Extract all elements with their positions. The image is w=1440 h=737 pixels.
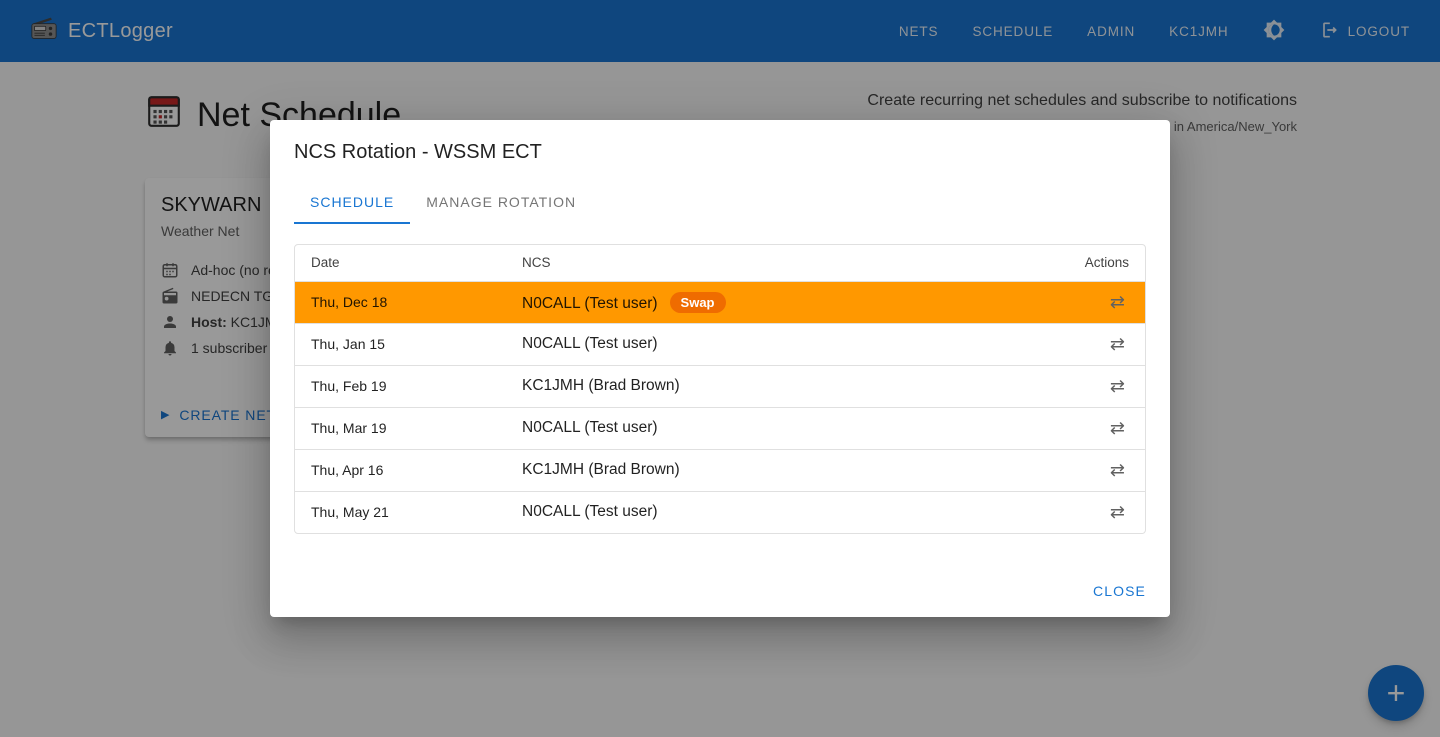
top-navbar: ECTLogger NETS SCHEDULE ADMIN KC1JMH LOGOUT: [0, 0, 1440, 62]
net-detail-row: 1 subscriber: [161, 335, 559, 361]
net-detail-text: 1 subscriber: [191, 340, 268, 356]
rotation-date: Thu, Dec 18: [311, 294, 388, 310]
column-header-actions: Actions: [1057, 245, 1145, 282]
net-detail-text: Ad-hoc (no re: [191, 262, 276, 278]
net-card-title: SKYWARN: [161, 194, 262, 216]
rotation-date: Thu, Feb 19: [295, 364, 521, 407]
rotation-row: Thu, Mar 19 N0CALL (Test user) ⇄: [295, 406, 1145, 449]
create-net-label: CREATE NET: [179, 407, 277, 423]
table-header-row: Date NCS Actions: [295, 245, 1145, 282]
net-detail-text: Host: KC1JM: [191, 314, 277, 330]
net-detail-row: NEDECN TG: [161, 283, 559, 309]
net-detail-row: Host: KC1JM: [161, 309, 559, 335]
rotation-ncs: N0CALL (Test user) Swap: [521, 281, 1057, 323]
rotation-actions: ⇄: [1057, 406, 1145, 449]
create-net-button[interactable]: ▶ CREATE NET: [161, 407, 276, 423]
radio-logo-icon: [30, 15, 58, 47]
net-card-subtitle: Weather Net: [161, 223, 240, 239]
swap-action-button[interactable]: ⇄: [1106, 417, 1129, 439]
column-header-date: Date: [295, 245, 521, 282]
plus-icon: +: [1386, 675, 1406, 711]
brightness-icon: [1263, 19, 1285, 44]
net-detail-row: Ad-hoc (no re: [161, 257, 559, 283]
net-card-details: Ad-hoc (no re NEDECN TG Host: KC1JM 1 subsc…: [161, 257, 559, 361]
rotation-actions: ⇄: [1057, 448, 1145, 491]
rotation-row: Thu, Apr 16 KC1JMH (Brad Brown) ⇄: [295, 448, 1145, 491]
swap-icon: ⇄: [1109, 502, 1125, 523]
swap-icon: ⇄: [1109, 334, 1125, 354]
ncs-rotation-dialog: NCS Rotation - WSSM ECT SCHEDULE MANAGE R…: [270, 120, 1170, 617]
net-detail-text: NEDECN TG: [191, 288, 274, 304]
rotation-table: Date NCS Actions Thu, Dec 18 N0CALL (Test…: [294, 244, 1146, 534]
app-brand[interactable]: ECTLogger: [30, 15, 173, 47]
tab-schedule[interactable]: SCHEDULE: [294, 180, 411, 224]
logout-button[interactable]: LOGOUT: [1319, 20, 1410, 43]
rotation-actions: ⇄: [1057, 364, 1145, 407]
bell-icon: [161, 339, 179, 357]
swap-action-button[interactable]: ⇄: [1106, 375, 1129, 397]
swap-badge: Swap: [669, 291, 726, 313]
swap-action-button[interactable]: ⇄: [1106, 459, 1129, 481]
calendar-emoji-icon: [145, 92, 183, 139]
person-icon: [161, 313, 179, 331]
rotation-row: Thu, Jan 15 N0CALL (Test user) ⇄: [295, 322, 1145, 365]
nav-item-schedule[interactable]: SCHEDULE: [972, 23, 1054, 39]
app-title: ECTLogger: [68, 19, 173, 42]
swap-action-button[interactable]: ⇄: [1106, 291, 1129, 313]
rotation-ncs: N0CALL (Test user): [521, 322, 1057, 365]
rotation-row: Thu, May 21 N0CALL (Test user) ⇄: [295, 490, 1145, 533]
logout-icon: [1319, 20, 1339, 43]
calendar-icon: [161, 261, 179, 279]
add-schedule-fab[interactable]: +: [1368, 665, 1424, 721]
radio-icon: [161, 287, 179, 305]
nav-item-nets[interactable]: NETS: [898, 23, 939, 39]
swap-icon: ⇄: [1109, 418, 1125, 438]
theme-toggle-button[interactable]: [1263, 19, 1285, 44]
rotation-row: Thu, Feb 19 KC1JMH (Brad Brown) ⇄: [295, 364, 1145, 407]
rotation-date: Thu, May 21: [295, 490, 521, 533]
rotation-ncs: KC1JMH (Brad Brown): [521, 448, 1057, 491]
rotation-actions: ⇄: [1057, 281, 1145, 323]
close-button[interactable]: CLOSE: [1085, 575, 1154, 607]
page-note: Create recurring net schedules and subsc…: [867, 92, 1297, 134]
rotation-date: Thu, Jan 15: [295, 322, 521, 365]
rotation-ncs: N0CALL (Test user): [521, 490, 1057, 533]
swap-icon: ⇄: [1109, 376, 1125, 396]
page-note-line1: Create recurring net schedules and subsc…: [867, 92, 1297, 109]
play-icon: ▶: [161, 408, 171, 421]
page-note-line2: in America/New_York: [1173, 119, 1297, 134]
rotation-date: Thu, Apr 16: [295, 448, 521, 491]
swap-action-button[interactable]: ⇄: [1106, 333, 1129, 355]
swap-action-button[interactable]: ⇄: [1106, 501, 1129, 523]
rotation-row: Thu, Dec 18 N0CALL (Test user) Swap ⇄: [295, 281, 1145, 323]
nav-links: NETS SCHEDULE ADMIN KC1JMH LOGOUT: [899, 19, 1410, 44]
column-header-ncs: NCS: [521, 245, 1057, 282]
nav-item-kc1jmh[interactable]: KC1JMH: [1169, 23, 1229, 39]
tab-manage-rotation[interactable]: MANAGE ROTATION: [410, 180, 592, 224]
dialog-tabs: SCHEDULE MANAGE ROTATION: [294, 180, 1146, 224]
rotation-actions: ⇄: [1057, 490, 1145, 533]
nav-item-admin[interactable]: ADMIN: [1087, 23, 1136, 39]
rotation-ncs: KC1JMH (Brad Brown): [521, 364, 1057, 407]
swap-icon: ⇄: [1109, 292, 1125, 312]
rotation-ncs: N0CALL (Test user): [521, 406, 1057, 449]
swap-icon: ⇄: [1109, 460, 1125, 480]
dialog-title: NCS Rotation - WSSM ECT: [294, 141, 542, 163]
rotation-actions: ⇄: [1057, 322, 1145, 365]
rotation-date: Thu, Mar 19: [295, 406, 521, 449]
logout-label: LOGOUT: [1347, 23, 1410, 39]
